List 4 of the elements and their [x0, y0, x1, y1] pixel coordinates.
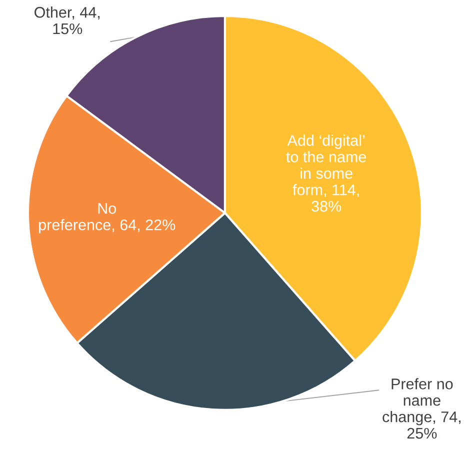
slice-label: No preference, 64, 22%	[39, 203, 176, 234]
slice-label: Prefer no name change, 74, 25%	[382, 378, 460, 439]
slice-label: Add ‘digital’ to the name in some form, 114, 38%	[286, 134, 366, 212]
slice-label: Other, 44, 15%	[34, 6, 100, 34]
